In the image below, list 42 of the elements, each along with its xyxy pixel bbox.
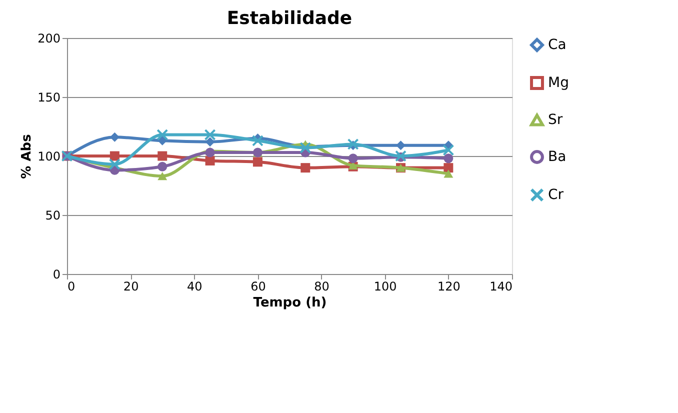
x-tick-label: 20 [123,280,139,294]
legend-label: Ca [548,37,566,53]
point [252,134,264,146]
y-tick-label: 0 [52,268,60,282]
legend-label: Ba [548,149,566,165]
x-tick-label: 120 [437,280,460,294]
point [158,162,168,172]
point [444,154,454,164]
legend-label: Cr [548,187,564,203]
point [444,170,454,178]
point [252,157,262,167]
y-axis-title: % Abs [20,134,35,179]
x-axis-title: Tempo (h) [253,296,327,310]
legend-label: Sr [548,112,563,128]
point [348,154,358,164]
point [442,144,454,156]
point [158,172,168,180]
y-tick-label: 200 [38,32,60,46]
point [205,137,215,147]
y-tick-label: 100 [38,150,60,164]
x-tick-label: 80 [314,280,330,294]
x-tick-label: 140 [490,280,512,294]
point [205,156,215,166]
y-tick-label: 150 [38,90,60,104]
legend-label: Mg [548,75,569,91]
x-tick-label: 60 [250,280,266,294]
point [444,163,454,173]
point [158,151,168,161]
x-tick-label: 0 [68,280,76,294]
point [108,158,120,170]
point [204,129,216,141]
point [156,129,168,141]
point [347,138,359,150]
x-tick-label: 40 [187,280,202,294]
point [300,163,310,173]
point [158,136,168,146]
point [110,132,120,142]
point [396,140,406,150]
y-tick-label: 50 [45,208,60,222]
x-tick-label: 100 [374,280,397,294]
chart-title: Estabilidade [226,8,352,29]
point [110,151,120,161]
